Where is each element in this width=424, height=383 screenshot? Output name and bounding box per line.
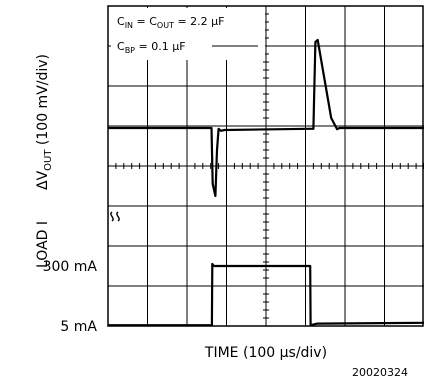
y-tick-300ma: 300 mA <box>43 259 98 275</box>
trace-delta-vout <box>108 38 424 198</box>
y-axis-label-top: ΔVOUT (100 mV/div) <box>35 54 54 190</box>
axis-break-icon <box>110 211 120 222</box>
x-axis-label: TIME (100 μs/div) <box>204 345 327 361</box>
grid <box>107 5 424 327</box>
annotation-box <box>111 8 265 60</box>
figure-id: 20020324 <box>352 366 408 379</box>
annotation-line-2: CBP = 0.1 μF <box>117 40 186 55</box>
annotation-line-1: CIN = COUT = 2.2 μF <box>117 15 225 30</box>
y-tick-5ma: 5 mA <box>60 319 97 335</box>
trace-load-current <box>108 262 424 327</box>
traces <box>108 38 424 327</box>
y-axis-label-bottom: LOAD I <box>35 221 51 268</box>
